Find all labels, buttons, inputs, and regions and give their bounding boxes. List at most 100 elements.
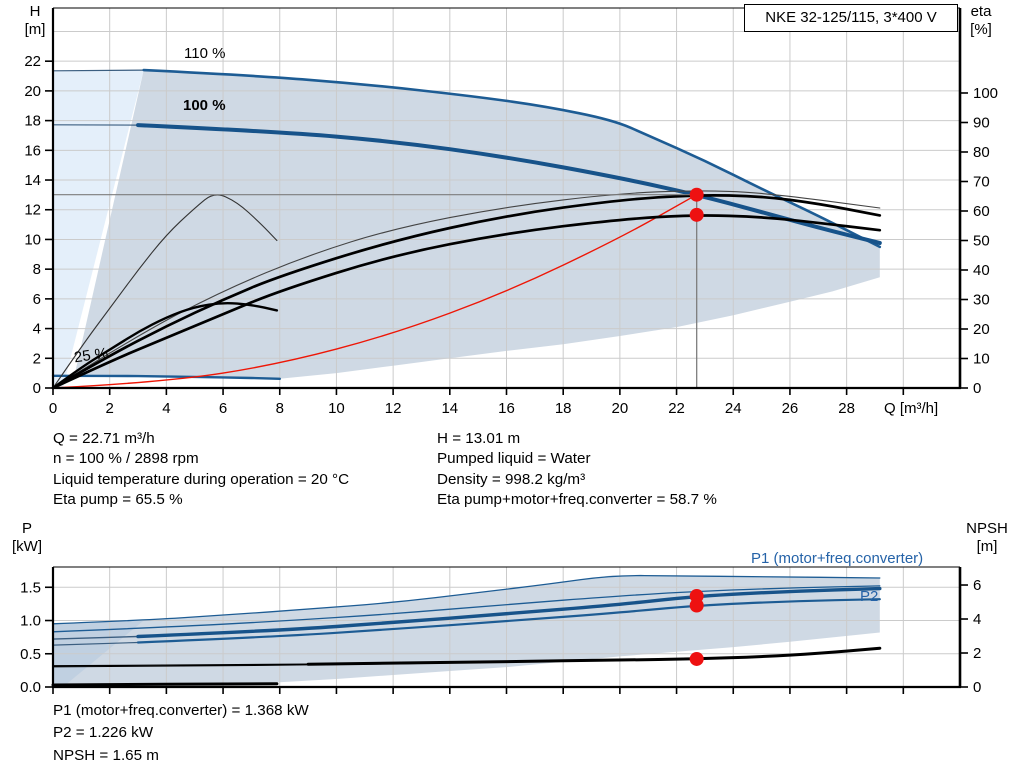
tick-label: 4 (162, 400, 170, 417)
info-eta-total: Eta pump+motor+freq.converter = 58.7 % (437, 491, 717, 509)
pump-model-title: NKE 32-125/115, 3*400 V (744, 4, 958, 32)
npsh-axis-title-symbol: NPSH (966, 520, 1008, 537)
tick-label: 0 (33, 380, 41, 397)
info-npsh: NPSH = 1.65 m (53, 746, 159, 764)
info-density: Density = 998.2 kg/m³ (437, 470, 586, 488)
duty-point-H (689, 187, 704, 202)
curve-25 (51, 374, 281, 380)
curve-100 (136, 123, 882, 245)
tick-label: 14 (441, 400, 458, 417)
tick-label: 12 (385, 400, 402, 417)
curve-110-lead (52, 69, 145, 72)
tick-label: 16 (498, 400, 515, 417)
power-info: P1 (motor+freq.converter) = 1.368 kW P2 … (53, 700, 309, 767)
eta-pump (51, 193, 882, 390)
tick-label: 0.5 (20, 646, 41, 663)
info-n: n = 100 % / 2898 rpm (53, 450, 199, 468)
p1-curve (136, 586, 882, 639)
tick-label: 6 (33, 291, 41, 308)
tick-label: 20 (24, 83, 41, 100)
tick-label: 8 (276, 400, 284, 417)
label-speed-100: 100 % (183, 97, 226, 114)
p2-curve (136, 598, 881, 644)
system-curve (52, 194, 698, 389)
eta-axis-title-symbol: eta (970, 3, 992, 20)
tick-label: 50 (973, 232, 990, 249)
tick-label: 18 (24, 113, 41, 130)
tick-label: 6 (219, 400, 227, 417)
power-envelope (53, 575, 880, 686)
h-axis-title: H [m] (18, 3, 52, 39)
p1-lead (52, 635, 139, 640)
tick-label: 22 (24, 53, 41, 70)
eta-axis-title-unit: [%] (970, 21, 992, 38)
tick-label: 10 (24, 231, 41, 248)
tick-label: 20 (973, 321, 990, 338)
tick-label: 2 (106, 400, 114, 417)
p1-band-top (52, 574, 881, 625)
tick-label: 80 (973, 144, 990, 161)
p2-25-curve (51, 682, 279, 687)
p-axis-title-unit: [kW] (12, 538, 42, 555)
npsh-axis-title: NPSH [m] (958, 520, 1016, 556)
tick-label: 10 (328, 400, 345, 417)
h-axis-title-symbol: H (29, 3, 41, 20)
low-flow-region (53, 70, 144, 388)
info-pumped-liquid: Pumped liquid = Water (437, 450, 591, 468)
duty-point-p2 (689, 598, 704, 613)
label-speed-110: 110 % (184, 45, 226, 62)
eta-total (51, 214, 882, 390)
q-axis-title: Q [m³/h] (884, 400, 939, 417)
tick-label: 14 (24, 172, 41, 189)
tick-label: 10 (973, 350, 990, 367)
tick-label: 6 (973, 577, 981, 594)
tick-label: 16 (24, 142, 41, 159)
duty-info-right: H = 13.01 m Pumped liquid = Water Densit… (437, 429, 717, 511)
tick-label: 8 (33, 261, 41, 278)
tick-label: 20 (612, 400, 629, 417)
tick-label: 4 (973, 611, 981, 628)
tick-label: 0 (973, 679, 981, 696)
tick-label: 12 (24, 202, 41, 219)
duty-info-left: Q = 22.71 m³/h n = 100 % / 2898 rpm Liqu… (53, 429, 349, 511)
duty-point-npsh (689, 651, 704, 666)
npsh-axis-title-unit: [m] (976, 538, 998, 555)
p1-110-thin (52, 585, 881, 633)
tick-label: 22 (668, 400, 685, 417)
duty-point-eta-total (689, 207, 704, 222)
tick-label: 70 (973, 173, 990, 190)
tick-label: 24 (725, 400, 742, 417)
label-p1-curve: P1 (motor+freq.converter) (751, 550, 924, 567)
curve-110 (142, 68, 882, 249)
tick-label: 4 (33, 321, 41, 338)
tick-label: 1.5 (20, 579, 41, 596)
tick-label: 60 (973, 203, 990, 220)
npsh-thin-lead (52, 663, 309, 667)
p-axis-title-symbol: P (21, 520, 32, 537)
info-liquid-temp: Liquid temperature during operation = 20… (53, 470, 350, 488)
tick-label: 2 (973, 645, 981, 662)
tick-label: 28 (838, 400, 855, 417)
tick-label: 1.0 (20, 613, 41, 630)
npsh-curve (306, 646, 882, 666)
tick-label: 0.0 (20, 679, 41, 696)
p2-lead (52, 641, 139, 646)
eta-axis-title: eta [%] (962, 3, 1000, 39)
info-h: H = 13.01 m (437, 430, 521, 447)
info-p2: P2 = 1.226 kW (53, 724, 154, 742)
info-q: Q = 22.71 m³/h (53, 430, 155, 447)
tick-label: 18 (555, 400, 572, 417)
tick-label: 26 (782, 400, 799, 417)
eta-reduced-speed-arc (52, 194, 278, 389)
tick-label: 100 (973, 85, 998, 102)
tick-label: 0 (973, 380, 981, 397)
info-p1: P1 (motor+freq.converter) = 1.368 kW (53, 702, 309, 719)
eta-25 (51, 301, 279, 390)
p-axis-title: P [kW] (4, 520, 50, 556)
tick-label: 90 (973, 114, 990, 131)
h-axis-title-unit: [m] (24, 21, 46, 38)
info-eta-pump: Eta pump = 65.5 % (53, 491, 183, 509)
tick-label: 40 (973, 262, 990, 279)
label-p2-curve: P2 (860, 588, 879, 605)
